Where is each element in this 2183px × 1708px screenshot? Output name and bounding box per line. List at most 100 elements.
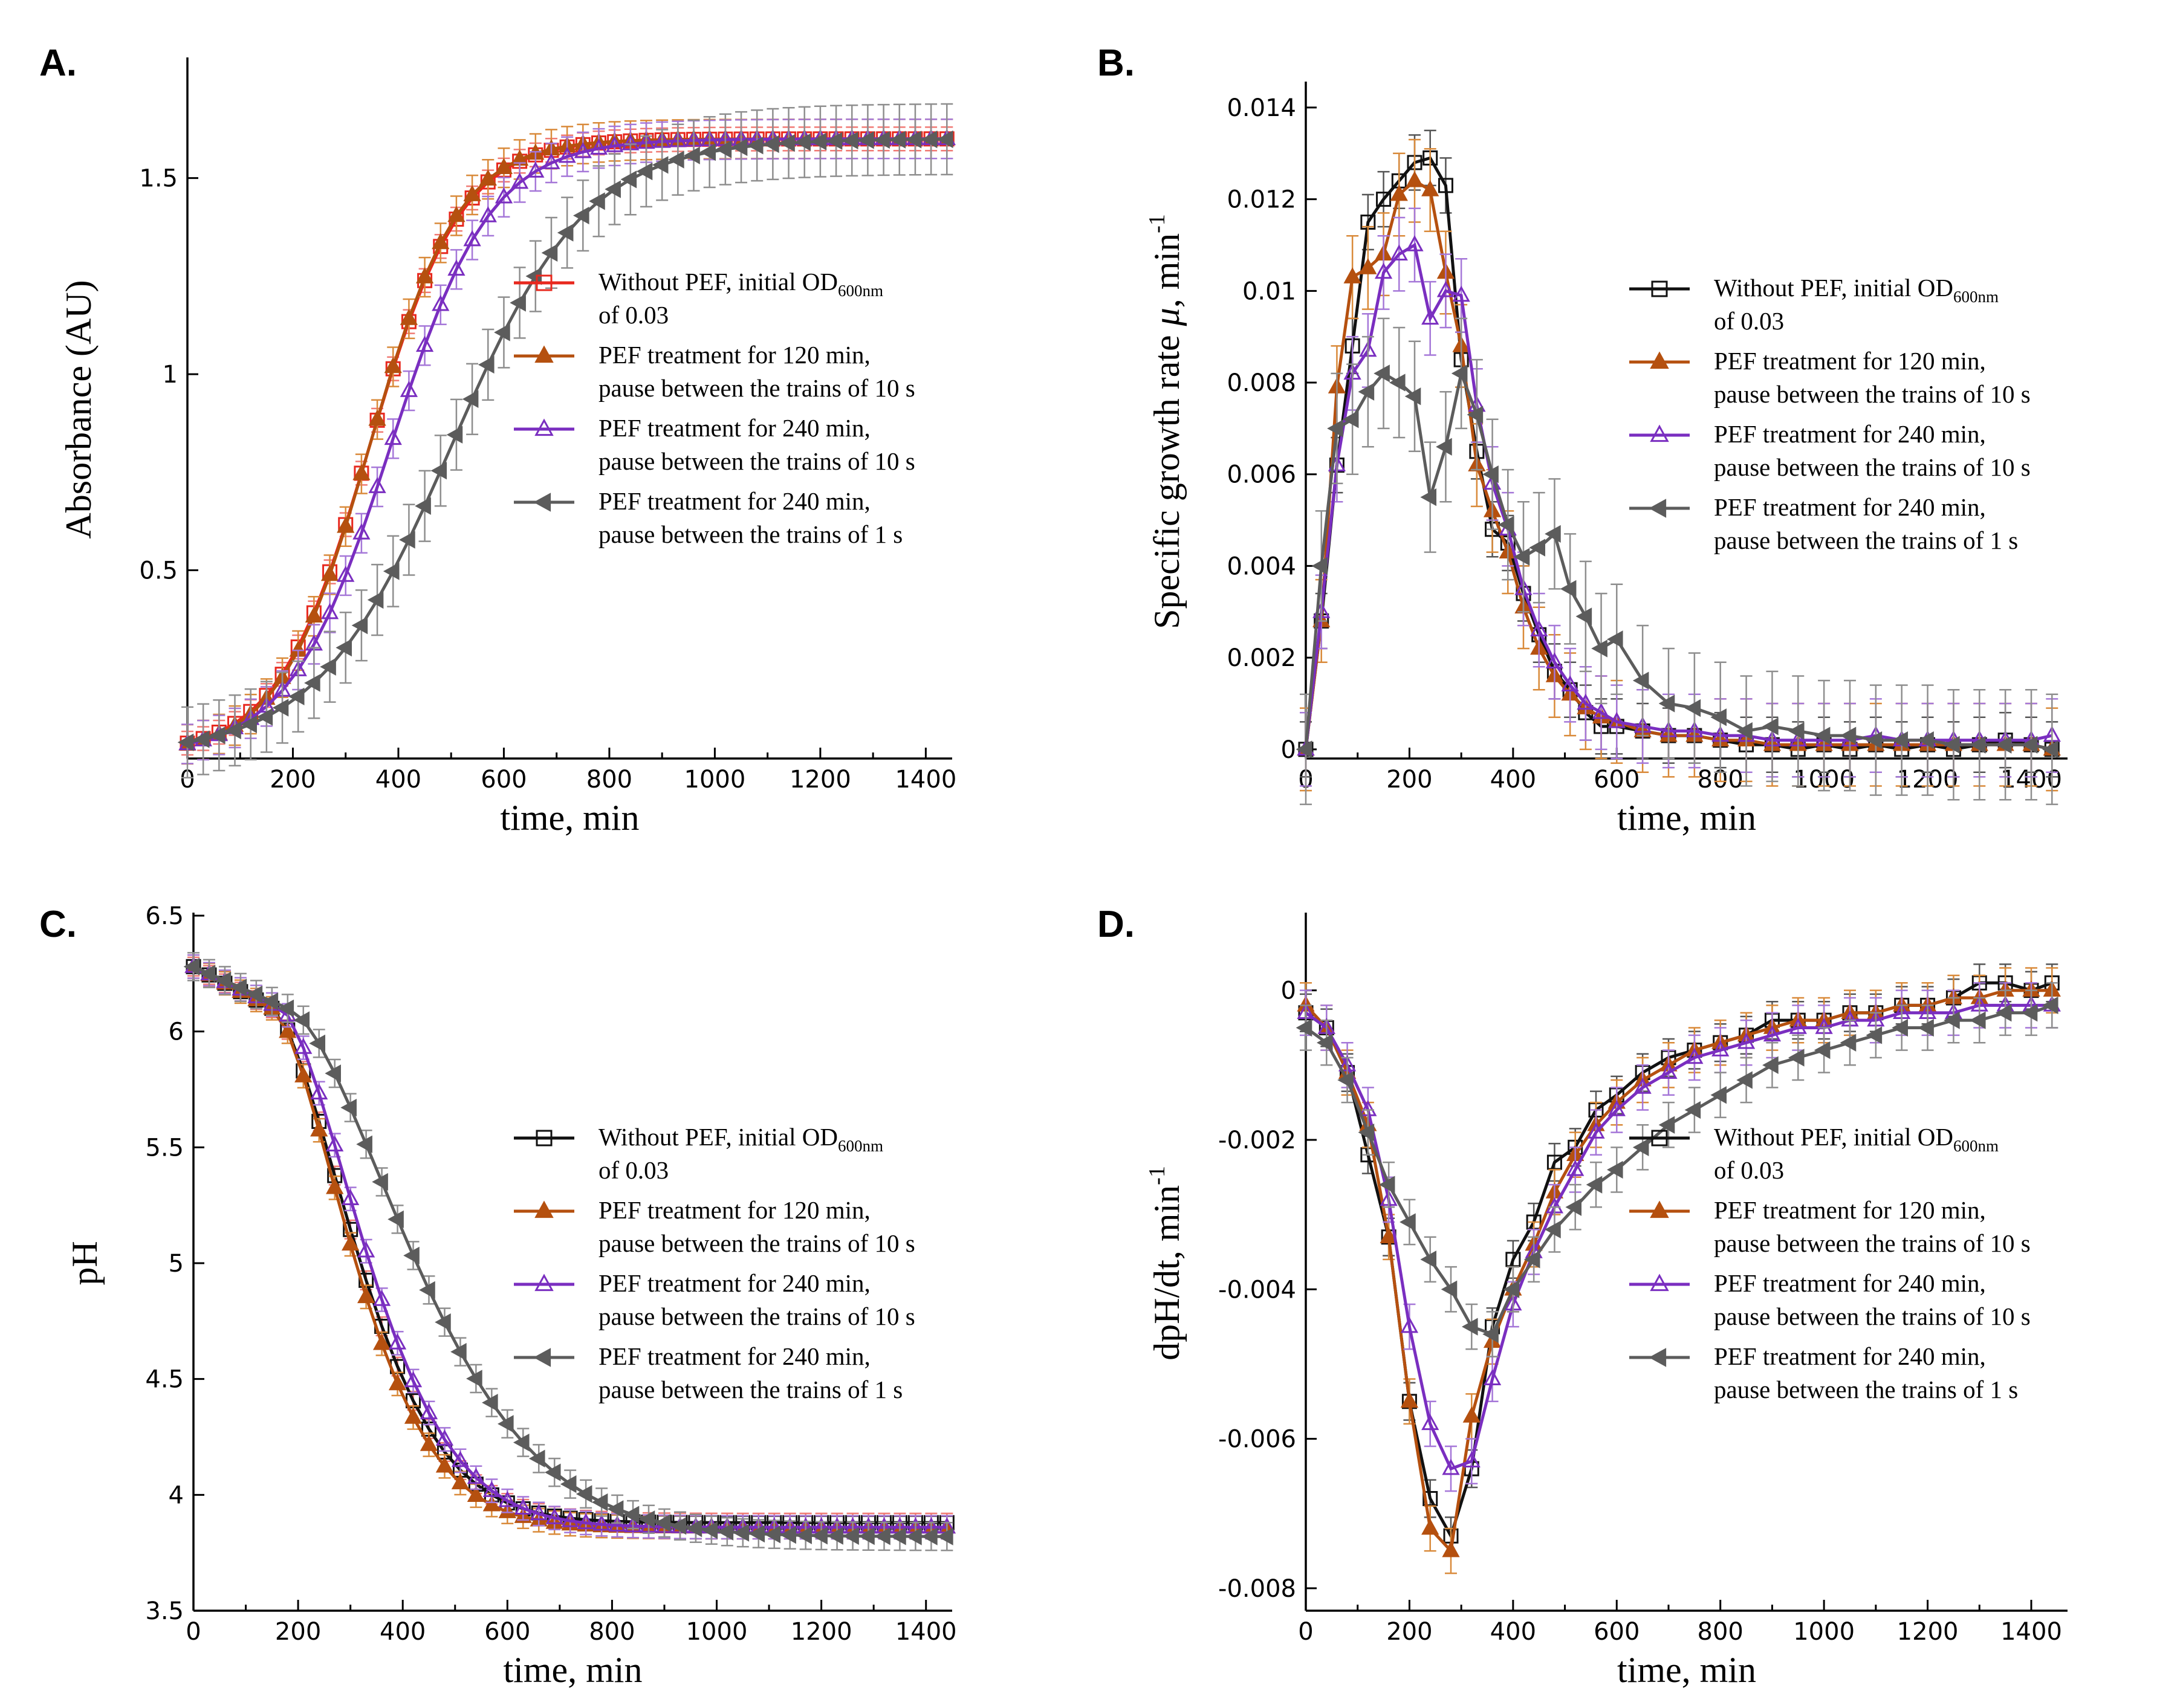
legend-entry-line2: pause between the trains of 10 s — [1714, 1229, 2031, 1257]
data-point — [1561, 675, 1579, 691]
data-point — [557, 224, 574, 242]
data-point — [1762, 1056, 1779, 1074]
legend-entry-line2: pause between the trains of 10 s — [598, 1229, 915, 1257]
data-point — [921, 1527, 938, 1545]
data-point — [874, 1527, 890, 1545]
data-point — [462, 390, 479, 408]
series-line — [1305, 1003, 2052, 1471]
data-point — [1591, 639, 1607, 658]
data-point — [826, 132, 843, 150]
data-point — [1442, 1458, 1460, 1475]
legend-entry-line2: of 0.03 — [1714, 1156, 1784, 1184]
data-point — [342, 1189, 360, 1206]
data-point — [541, 244, 558, 262]
data-point — [326, 1135, 344, 1152]
data-point — [1789, 1018, 1807, 1034]
data-point — [1420, 488, 1437, 506]
y-tick-label: 5.5 — [145, 1134, 184, 1162]
data-point — [1577, 693, 1595, 710]
data-point — [699, 143, 716, 161]
y-tick-label: 3.5 — [145, 1597, 184, 1625]
data-point — [404, 1371, 423, 1388]
x-tick-label: 1400 — [895, 766, 956, 794]
legend-entry-line2: pause between the trains of 1 s — [598, 1376, 903, 1403]
data-point — [670, 1517, 687, 1535]
data-point — [1296, 740, 1312, 759]
data-point — [542, 153, 560, 169]
data-point — [277, 999, 294, 1017]
data-point — [415, 497, 431, 515]
data-point — [1438, 178, 1453, 193]
data-point — [1575, 607, 1592, 626]
data-point — [1762, 717, 1779, 736]
data-point — [272, 699, 289, 717]
panel-c: C. 0 200 400 600 800 1000 1200 1400 3.5 4 4.5 5 5.5 6 6… — [39, 902, 957, 1690]
legend-entry-line2: pause between the trains of 10 s — [1714, 1302, 2031, 1330]
data-point — [336, 638, 352, 657]
x-tick-label: 1200 — [790, 766, 851, 794]
data-point — [510, 294, 526, 312]
data-point — [1592, 702, 1610, 719]
x-axis-title: time, min — [504, 1650, 643, 1690]
data-point — [1659, 1063, 1678, 1079]
data-point — [1482, 465, 1499, 484]
data-point — [1406, 235, 1424, 251]
legend-marker — [534, 1273, 554, 1292]
data-point — [450, 1342, 467, 1361]
x-tick-label: 200 — [1386, 1618, 1432, 1646]
x-tick-label: 800 — [586, 766, 632, 794]
data-point — [415, 267, 434, 283]
panel-a: A.0 200 400 600 800 1000 1200 14000.511.5time, … — [39, 42, 956, 838]
data-point — [340, 1098, 357, 1117]
data-point — [1462, 1406, 1481, 1423]
data-point — [384, 429, 402, 445]
data-point — [874, 131, 890, 149]
data-point — [1421, 1414, 1439, 1431]
panel-label: B. — [1097, 42, 1135, 84]
data-point — [764, 1525, 781, 1544]
y-tick-label: -0.006 — [1218, 1426, 1296, 1454]
data-point — [479, 206, 497, 222]
data-point — [1632, 671, 1649, 690]
data-point — [747, 137, 764, 155]
data-point — [1658, 1116, 1675, 1134]
data-point — [337, 516, 355, 533]
x-tick-label: 200 — [1386, 766, 1432, 794]
data-point — [432, 294, 450, 311]
panel-b: B.0 200 400 600 800 1000 1200 140000.0020.0040.… — [1097, 42, 2068, 838]
data-point — [1658, 694, 1675, 713]
data-point — [1606, 1160, 1623, 1179]
legend-marker — [534, 1200, 554, 1218]
legend-marker — [536, 1130, 553, 1147]
data-point — [890, 1527, 906, 1545]
data-point — [246, 985, 263, 1003]
data-point — [294, 1066, 313, 1082]
data-point — [388, 1333, 407, 1350]
y-axis-title: Absorbance (AU) — [59, 280, 99, 539]
data-point — [717, 1522, 734, 1541]
data-point — [495, 158, 513, 174]
data-point — [905, 131, 922, 149]
data-point — [811, 1527, 828, 1545]
data-point — [780, 1526, 796, 1544]
data-point — [544, 1463, 561, 1481]
y-tick-label: 1 — [163, 361, 178, 389]
data-point — [294, 1038, 313, 1054]
data-point — [447, 259, 465, 276]
data-point — [2042, 996, 2058, 1015]
y-tick-label: 6.5 — [145, 902, 184, 930]
x-tick-label: 800 — [589, 1618, 635, 1646]
data-point — [1944, 1011, 1960, 1029]
legend-marker — [1649, 1348, 1667, 1367]
data-point — [1436, 438, 1452, 456]
x-tick-label: 600 — [1594, 1618, 1640, 1646]
x-axis-title: time, min — [1617, 798, 1756, 838]
legend-marker — [1651, 280, 1668, 297]
legend-entry-line1: PEF treatment for 240 min, — [598, 414, 871, 442]
data-point — [921, 130, 938, 149]
data-point — [607, 1500, 624, 1518]
y-tick-label: 0 — [1281, 736, 1296, 764]
legend-entry-line1: PEF treatment for 120 min, — [598, 1196, 871, 1224]
data-point — [858, 131, 874, 149]
data-point — [384, 357, 402, 374]
